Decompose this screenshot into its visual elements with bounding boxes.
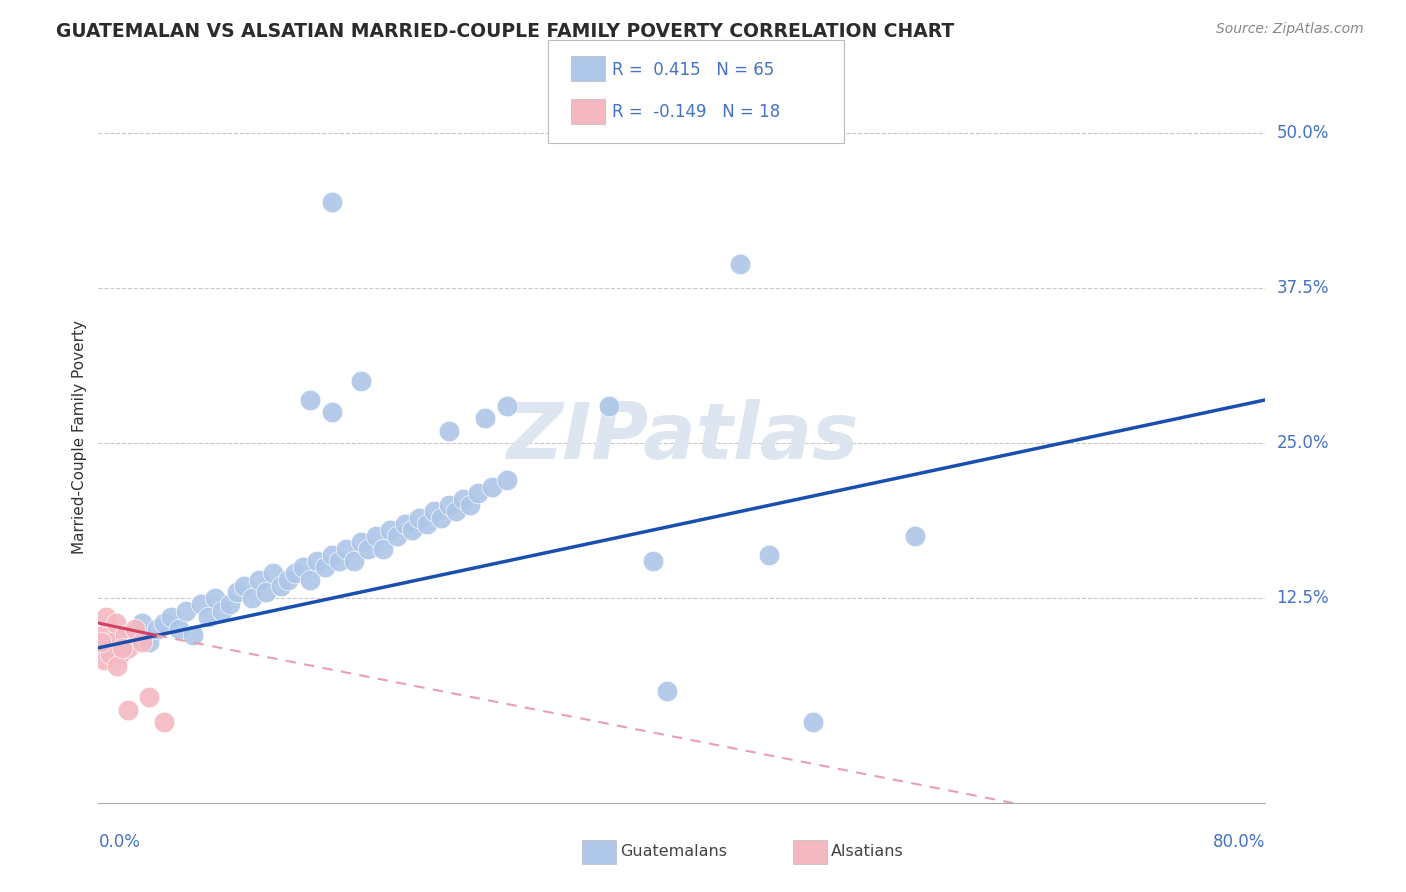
Point <box>467 486 489 500</box>
Y-axis label: Married-Couple Family Poverty: Married-Couple Family Poverty <box>72 320 87 554</box>
Point <box>364 529 387 543</box>
Point <box>415 516 437 531</box>
Point <box>114 628 136 642</box>
Point <box>153 715 176 730</box>
Point <box>146 622 169 636</box>
Point <box>94 610 117 624</box>
Point <box>97 640 120 655</box>
Point <box>110 647 132 661</box>
Point <box>131 615 153 630</box>
Text: R =  -0.149   N = 18: R = -0.149 N = 18 <box>612 103 780 121</box>
Point <box>254 585 277 599</box>
Point <box>598 399 620 413</box>
Point <box>93 653 115 667</box>
Point <box>124 622 146 636</box>
Point <box>117 703 139 717</box>
Point <box>284 566 307 581</box>
Text: 37.5%: 37.5% <box>1277 279 1329 297</box>
Point <box>138 690 160 705</box>
Point <box>226 585 249 599</box>
Point <box>357 541 380 556</box>
Point <box>474 411 496 425</box>
Text: GUATEMALAN VS ALSATIAN MARRIED-COUPLE FAMILY POVERTY CORRELATION CHART: GUATEMALAN VS ALSATIAN MARRIED-COUPLE FA… <box>56 22 955 41</box>
Point <box>380 523 402 537</box>
Point <box>190 598 212 612</box>
Point <box>758 548 780 562</box>
Point <box>131 634 153 648</box>
Point <box>181 628 204 642</box>
Point <box>335 541 357 556</box>
Point <box>496 474 519 488</box>
Point <box>343 554 366 568</box>
Point <box>657 684 679 698</box>
Point <box>437 498 460 512</box>
Point <box>408 510 430 524</box>
Point <box>451 491 474 506</box>
Point <box>218 598 240 612</box>
Point <box>153 615 176 630</box>
Point <box>298 573 321 587</box>
Point <box>328 554 350 568</box>
Point <box>641 554 664 568</box>
Point <box>730 256 752 270</box>
Text: R =  0.415   N = 65: R = 0.415 N = 65 <box>612 61 773 78</box>
Text: 25.0%: 25.0% <box>1277 434 1329 452</box>
Point <box>138 634 160 648</box>
Point <box>801 715 824 730</box>
Point <box>401 523 423 537</box>
Text: Alsatians: Alsatians <box>831 845 904 859</box>
Text: 80.0%: 80.0% <box>1213 833 1265 851</box>
Point <box>460 498 482 512</box>
Point <box>350 374 373 388</box>
Point <box>90 634 112 648</box>
Text: 50.0%: 50.0% <box>1277 124 1329 143</box>
Point <box>160 610 183 624</box>
Point <box>904 529 927 543</box>
Point <box>104 615 127 630</box>
Text: 0.0%: 0.0% <box>98 833 141 851</box>
Point <box>91 628 114 642</box>
Point <box>105 659 128 673</box>
Point <box>321 405 343 419</box>
Point <box>321 194 343 209</box>
Point <box>111 640 134 655</box>
Point <box>117 628 139 642</box>
Point <box>394 516 416 531</box>
Point <box>117 640 139 655</box>
Text: ZIPatlas: ZIPatlas <box>506 399 858 475</box>
Text: Guatemalans: Guatemalans <box>620 845 727 859</box>
Point <box>101 634 124 648</box>
Point <box>430 510 453 524</box>
Point <box>307 554 329 568</box>
Point <box>371 541 394 556</box>
Point <box>270 579 292 593</box>
Point <box>387 529 409 543</box>
Point <box>110 647 132 661</box>
Point <box>437 424 460 438</box>
Point <box>277 573 299 587</box>
Point <box>174 604 197 618</box>
Point <box>240 591 263 606</box>
Point <box>204 591 226 606</box>
Point <box>496 399 519 413</box>
Point <box>444 504 467 518</box>
Point <box>247 573 270 587</box>
Point <box>321 548 343 562</box>
Point <box>291 560 314 574</box>
Point <box>233 579 256 593</box>
Point <box>197 610 219 624</box>
Point <box>314 560 336 574</box>
Point <box>298 392 321 407</box>
Point <box>263 566 285 581</box>
Point <box>481 480 503 494</box>
Point <box>167 622 190 636</box>
Point <box>98 647 121 661</box>
Point <box>423 504 446 518</box>
Point <box>211 604 233 618</box>
Text: 12.5%: 12.5% <box>1277 590 1329 607</box>
Point <box>350 535 373 549</box>
Text: Source: ZipAtlas.com: Source: ZipAtlas.com <box>1216 22 1364 37</box>
